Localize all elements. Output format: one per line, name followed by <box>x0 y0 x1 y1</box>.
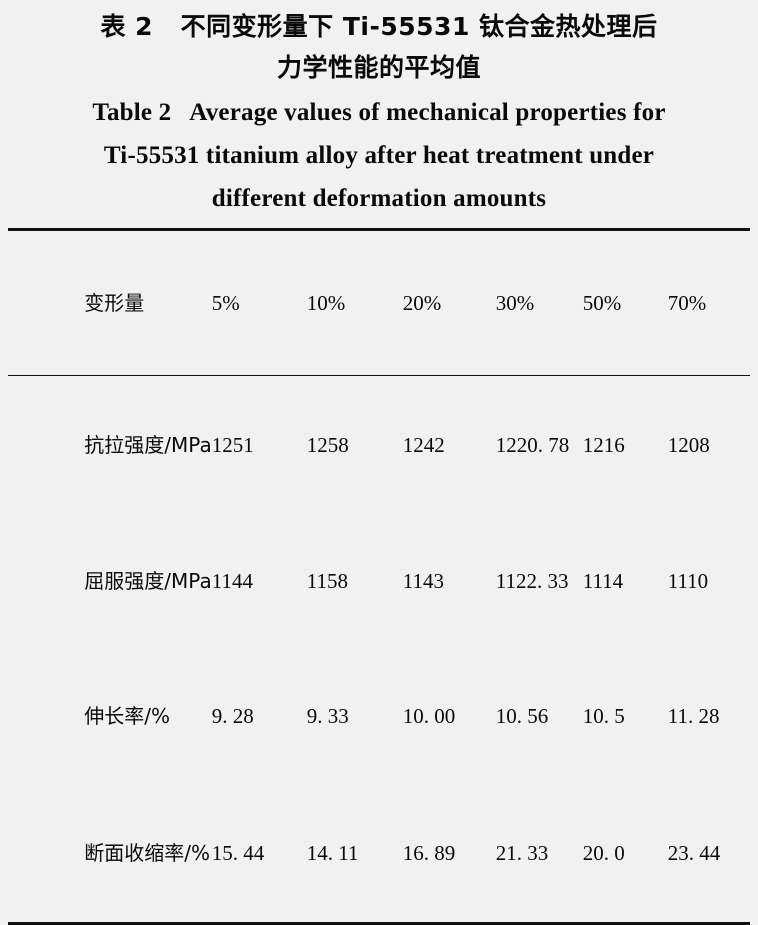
cell-reduction-5pct: 15. 44 <box>211 841 265 865</box>
english-title-line-2: Ti-55531 titanium alloy after heat treat… <box>103 142 655 169</box>
row-label-elongation: 伸长率/% <box>8 649 212 784</box>
cell-tensile-5pct: 1251 <box>211 433 254 457</box>
cell-yield-30pct: 1122. 33 <box>495 569 569 593</box>
row-label-reduction-of-area: 断面收缩率/% <box>8 784 212 924</box>
cell-elongation-5pct: 9. 28 <box>211 704 254 728</box>
row-label-text: 伸长率/% <box>84 704 171 728</box>
cell-tensile-70pct: 1208 <box>667 433 710 457</box>
header-cell-5pct: 5% <box>211 291 240 315</box>
table-row: 屈服强度/MPa 1144 1158 1143 1122. 33 1114 11… <box>8 514 750 649</box>
english-title-line-3: different deformation amounts <box>211 185 547 212</box>
header-cell-70pct: 70% <box>667 291 707 315</box>
english-title-line-1: Table 2 Average values of mechanical pro… <box>92 99 666 126</box>
header-cell-50pct: 50% <box>582 291 622 315</box>
cell-elongation-20pct: 10. 00 <box>402 704 456 728</box>
header-cell-30pct: 30% <box>495 291 535 315</box>
cell-elongation-10pct: 9. 33 <box>306 704 349 728</box>
table-row: 抗拉强度/MPa 1251 1258 1242 1220. 78 1216 12… <box>8 376 750 515</box>
cell-reduction-30pct: 21. 33 <box>495 841 549 865</box>
cell-yield-70pct: 1110 <box>667 569 709 593</box>
cell-tensile-50pct: 1216 <box>582 433 625 457</box>
cell-reduction-20pct: 16. 89 <box>402 841 456 865</box>
row-label-yield-strength: 屈服强度/MPa <box>8 514 212 649</box>
row-label-tensile-strength: 抗拉强度/MPa <box>8 376 212 515</box>
cell-elongation-50pct: 10. 5 <box>582 704 625 728</box>
mechanical-properties-table: 变形量 5% 10% 20% 30% 50% 70% 抗拉强度/MPa 1251… <box>8 228 750 925</box>
cell-yield-5pct: 1144 <box>211 569 253 593</box>
table-header-row: 变形量 5% 10% 20% 30% 50% 70% <box>8 229 750 376</box>
cell-elongation-70pct: 11. 28 <box>667 704 720 728</box>
cell-tensile-10pct: 1258 <box>306 433 349 457</box>
row-label-text: 抗拉强度/MPa <box>84 433 212 457</box>
table-body: 抗拉强度/MPa 1251 1258 1242 1220. 78 1216 12… <box>8 376 750 924</box>
table-header: 变形量 5% 10% 20% 30% 50% 70% <box>8 229 750 376</box>
cell-tensile-20pct: 1242 <box>402 433 445 457</box>
header-label-text: 变形量 <box>84 291 145 315</box>
header-cell-deformation-amount: 变形量 <box>8 230 212 376</box>
chinese-title-line-2: 力学性能的平均值 <box>276 53 481 82</box>
cell-reduction-10pct: 14. 11 <box>306 841 359 865</box>
row-label-text: 屈服强度/MPa <box>84 569 212 593</box>
cell-yield-10pct: 1158 <box>306 569 348 593</box>
cell-yield-20pct: 1143 <box>402 569 444 593</box>
cell-elongation-30pct: 10. 56 <box>495 704 549 728</box>
cell-reduction-70pct: 23. 44 <box>667 841 721 865</box>
table-container: 变形量 5% 10% 20% 30% 50% 70% 抗拉强度/MPa 1251… <box>8 228 750 925</box>
row-label-text: 断面收缩率/% <box>84 841 211 865</box>
chinese-title-line-1: 表 2 不同变形量下 Ti-55531 钛合金热处理后 <box>100 12 658 41</box>
header-cell-10pct: 10% <box>306 291 346 315</box>
table-row: 伸长率/% 9. 28 9. 33 10. 00 10. 56 10. 5 11… <box>8 649 750 784</box>
table-row: 断面收缩率/% 15. 44 14. 11 16. 89 21. 33 20. … <box>8 784 750 924</box>
cell-reduction-50pct: 20. 0 <box>582 841 625 865</box>
cell-tensile-30pct: 1220. 78 <box>495 433 570 457</box>
title-block: 表 2 不同变形量下 Ti-55531 钛合金热处理后 力学性能的平均值 Tab… <box>0 0 758 220</box>
header-cell-20pct: 20% <box>402 291 442 315</box>
cell-yield-50pct: 1114 <box>582 569 624 593</box>
